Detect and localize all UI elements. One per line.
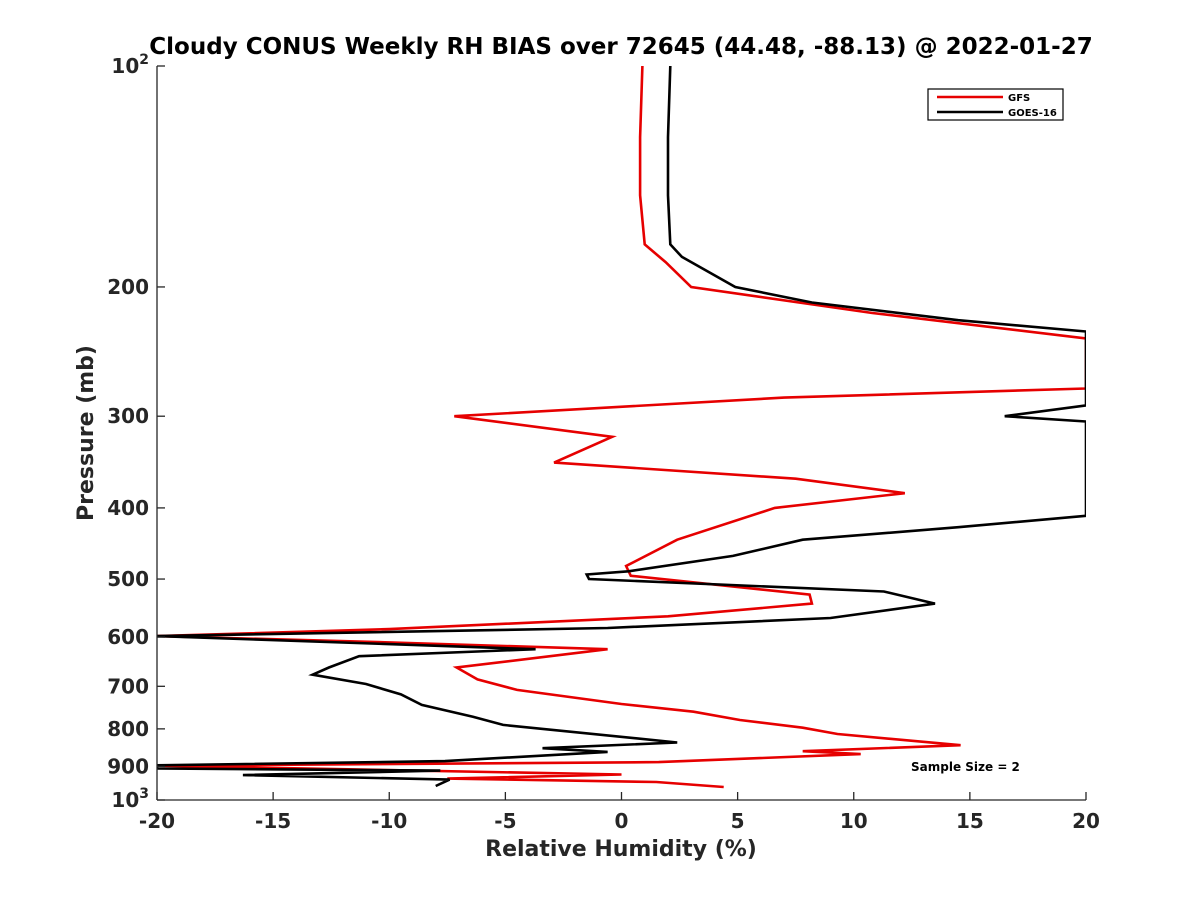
x-tick-label: -5 [494, 809, 516, 833]
chart-title: Cloudy CONUS Weekly RH BIAS over 72645 (… [149, 34, 1092, 60]
y-tick-label: 600 [107, 625, 149, 649]
y-tick-label: 200 [107, 275, 149, 299]
y-tick-label: 400 [107, 496, 149, 520]
y-tick-label: 300 [107, 404, 149, 428]
y-tick-label: 700 [107, 674, 149, 698]
x-tick-label: 15 [956, 809, 984, 833]
x-tick-label: 0 [615, 809, 629, 833]
series-layer [157, 66, 1086, 789]
legend-box [927, 88, 1064, 121]
x-axis-title: Relative Humidity (%) [485, 837, 757, 862]
x-tick-label: -20 [139, 809, 175, 833]
y-tick-label: 900 [107, 754, 149, 778]
legend-label-goes16: GOES-16 [1008, 108, 1057, 119]
legend: GFS GOES-16 [927, 88, 1064, 121]
x-tick-label: -10 [371, 809, 407, 833]
series-line-goes16 [157, 66, 1086, 788]
x-tick-label: 10 [840, 809, 868, 833]
y-tick-label: 800 [107, 717, 149, 741]
series-line-gfs [157, 66, 1086, 789]
x-tick-label: 5 [731, 809, 745, 833]
sample-size-annotation: Sample Size = 2 [911, 760, 1020, 774]
x-tick-label: 20 [1072, 809, 1100, 833]
x-tick-label: -15 [255, 809, 291, 833]
y-tick-label: 500 [107, 567, 149, 591]
legend-label-gfs: GFS [1008, 93, 1030, 104]
axes-layer: -20 -15 -10 -5 0 5 10 15 20102200300400500600700… [107, 52, 1100, 833]
y-axis-title: Pressure (mb) [74, 345, 99, 521]
